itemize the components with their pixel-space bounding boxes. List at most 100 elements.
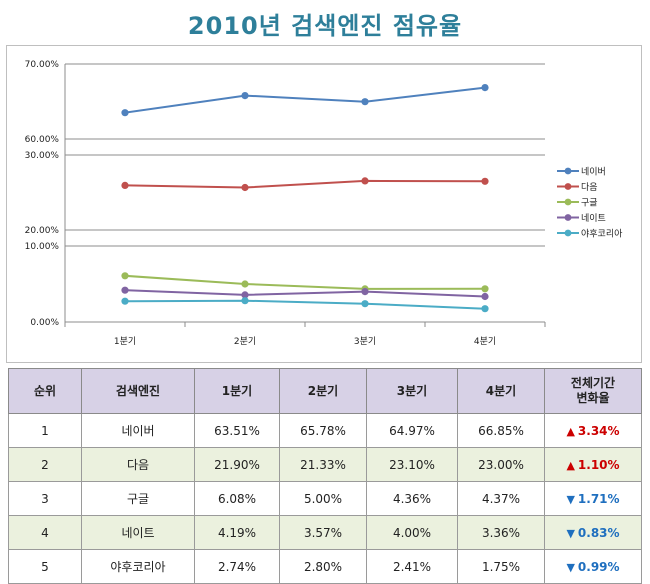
table-row: 3 구글 6.08% 5.00% 4.36% 4.37% ▼ 1.71% xyxy=(8,481,642,516)
q4-cell: 3.36% xyxy=(457,515,545,550)
y-tick-label: 0.00% xyxy=(30,318,59,328)
series-line-3 xyxy=(124,289,486,298)
data-point xyxy=(121,109,129,117)
triangle-down-icon: ▼ xyxy=(566,526,575,540)
triangle-up-icon: ▲ xyxy=(566,424,575,438)
engine-cell: 야후코리아 xyxy=(81,549,195,584)
table-row: 1 네이버 63.51% 65.78% 64.97% 66.85% ▲ 3.34% xyxy=(8,413,642,448)
table-row: 5 야후코리아 2.74% 2.80% 2.41% 1.75% ▼ 0.99% xyxy=(8,549,642,584)
data-point xyxy=(481,177,489,185)
q2-cell: 3.57% xyxy=(279,515,367,550)
data-point xyxy=(481,285,489,293)
data-point xyxy=(241,291,249,299)
x-tick-label: 1분기 xyxy=(114,336,136,347)
q4-cell: 4.37% xyxy=(457,481,545,516)
rank-cell: 4 xyxy=(8,515,82,550)
q4-cell: 23.00% xyxy=(457,447,545,482)
q2-cell: 65.78% xyxy=(279,413,367,448)
legend-label: 구글 xyxy=(581,198,598,209)
col-q3: 3분기 xyxy=(366,368,458,414)
legend-marker xyxy=(564,167,572,175)
col-q1: 1분기 xyxy=(194,368,280,414)
rank-cell: 5 xyxy=(8,549,82,584)
change-value: 0.83% xyxy=(577,525,620,540)
data-point xyxy=(241,92,249,100)
data-point xyxy=(481,292,489,301)
change-value: 1.71% xyxy=(577,491,620,506)
change-value: 0.99% xyxy=(577,559,620,574)
legend-marker xyxy=(564,198,572,206)
data-point xyxy=(361,300,369,308)
q4-cell: 66.85% xyxy=(457,413,545,448)
q3-cell: 2.41% xyxy=(366,549,458,584)
engine-cell: 다음 xyxy=(81,447,195,482)
legend-marker xyxy=(564,183,572,190)
legend-label: 네이트 xyxy=(581,213,606,224)
data-point xyxy=(241,183,249,192)
change-value: 1.10% xyxy=(577,457,620,472)
col-engine: 검색엔진 xyxy=(81,368,195,414)
q1-cell: 63.51% xyxy=(194,413,280,448)
q1-cell: 21.90% xyxy=(194,447,280,482)
legend-marker xyxy=(564,214,572,221)
change-cell: ▲ 1.10% xyxy=(544,447,642,482)
data-point xyxy=(361,177,369,185)
data-point xyxy=(121,297,129,305)
chart-title: 2010년 검색엔진 점유율 xyxy=(187,12,463,40)
series-line-0 xyxy=(124,86,486,114)
y-tick-label: 30.00% xyxy=(25,151,60,161)
engine-cell: 구글 xyxy=(81,481,195,516)
y-tick-label: 20.00% xyxy=(25,226,60,236)
q2-cell: 2.80% xyxy=(279,549,367,584)
y-tick-label: 70.00% xyxy=(25,60,60,70)
q2-cell: 5.00% xyxy=(279,481,367,516)
line-chart: 0.00% 10.00% 20.00% 30.00% 60.00% 70.00% 1분기 2분… xyxy=(6,45,642,363)
x-tick-label: 2분기 xyxy=(234,336,256,347)
legend-label: 네이버 xyxy=(581,167,606,178)
q1-cell: 6.08% xyxy=(194,481,280,516)
triangle-up-icon: ▲ xyxy=(566,458,575,472)
change-cell: ▼ 1.71% xyxy=(544,481,642,516)
change-cell: ▲ 3.34% xyxy=(544,413,642,448)
data-point xyxy=(361,98,369,106)
col-q2: 2분기 xyxy=(279,368,367,414)
q3-cell: 64.97% xyxy=(366,413,458,448)
q2-cell: 21.33% xyxy=(279,447,367,482)
q3-cell: 4.36% xyxy=(366,481,458,516)
q4-cell: 1.75% xyxy=(457,549,545,584)
legend-marker xyxy=(564,229,572,237)
share-table: 순위 검색엔진 1분기 2분기 3분기 4분기 전체기간 변화율 1 네이버 63.… xyxy=(8,368,642,584)
data-point xyxy=(241,297,249,305)
y-tick-label: 60.00% xyxy=(25,135,60,145)
data-point xyxy=(121,272,129,280)
legend-label: 다음 xyxy=(581,182,598,193)
series-line-4 xyxy=(124,299,486,310)
q3-cell: 4.00% xyxy=(366,515,458,550)
x-tick-label: 4분기 xyxy=(474,336,496,347)
data-point xyxy=(361,288,369,296)
table-header-row: 순위 검색엔진 1분기 2분기 3분기 4분기 전체기간 변화율 xyxy=(8,368,642,414)
table-row: 2 다음 21.90% 21.33% 23.10% 23.00% ▲ 1.10% xyxy=(8,447,642,482)
data-point xyxy=(481,84,489,92)
legend-label: 야후코리아 xyxy=(581,229,623,240)
chart-svg: 0.00% 10.00% 20.00% 30.00% 60.00% 70.00% 1분기 2분… xyxy=(25,60,623,347)
col-change-line2: 변화율 xyxy=(576,391,610,405)
data-point xyxy=(121,286,129,294)
rank-cell: 1 xyxy=(8,413,82,448)
q1-cell: 2.74% xyxy=(194,549,280,584)
change-value: 3.34% xyxy=(577,423,620,438)
y-tick-label: 10.00% xyxy=(25,242,60,252)
col-change-line1: 전체기간 xyxy=(570,376,616,390)
col-change: 전체기간 변화율 xyxy=(544,368,642,414)
engine-cell: 네이트 xyxy=(81,515,195,550)
series-line-1 xyxy=(124,179,486,189)
table-row: 4 네이트 4.19% 3.57% 4.00% 3.36% ▼ 0.83% xyxy=(8,515,642,550)
rank-cell: 2 xyxy=(8,447,82,482)
col-q4: 4분기 xyxy=(457,368,545,414)
data-point xyxy=(481,305,489,313)
triangle-down-icon: ▼ xyxy=(566,560,575,574)
data-point xyxy=(241,280,249,288)
q1-cell: 4.19% xyxy=(194,515,280,550)
triangle-down-icon: ▼ xyxy=(566,492,575,506)
col-rank: 순위 xyxy=(8,368,82,414)
